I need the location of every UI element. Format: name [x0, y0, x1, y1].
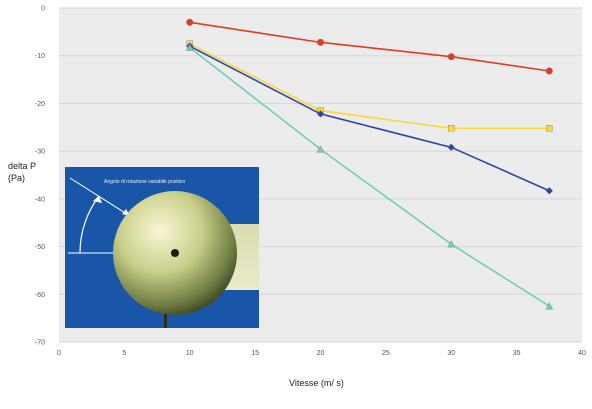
series-line	[189, 21, 550, 72]
data-point	[316, 110, 325, 118]
series-layer	[185, 18, 554, 310]
grid	[59, 7, 582, 343]
data-point	[448, 125, 455, 132]
data-point	[447, 143, 456, 152]
x-tick-label: 30	[447, 350, 455, 357]
x-axis-title: Vitesse (m/ s)	[289, 378, 344, 388]
x-tick-label: 15	[251, 350, 259, 357]
x-tick-label: 25	[382, 350, 390, 357]
series-line	[189, 43, 550, 130]
data-point	[447, 53, 455, 61]
data-point	[316, 145, 325, 153]
y-tick-label: -50	[35, 244, 45, 251]
y-tick-label: -30	[35, 149, 45, 156]
y-tick-label: -70	[35, 340, 45, 347]
data-point	[545, 67, 553, 75]
x-tick-label: 20	[317, 350, 325, 357]
data-point	[546, 125, 553, 132]
y-axis-title: delta P (Pa)	[8, 161, 36, 183]
x-tick-label: 10	[186, 350, 194, 357]
x-tick-label: 5	[122, 350, 126, 357]
series-line	[189, 45, 550, 192]
data-point	[186, 18, 194, 26]
y-tick-label: -20	[35, 101, 45, 108]
y-tick-label: -60	[35, 292, 45, 299]
x-tick-label: 35	[513, 350, 521, 357]
y-tick-label: 0	[41, 6, 45, 13]
inset-support-stem	[164, 314, 167, 328]
series-0	[186, 18, 553, 75]
data-point	[317, 38, 325, 46]
data-point	[545, 302, 554, 310]
y-tick-label: -10	[35, 53, 45, 60]
inset-caption: Angolo di rotazione variabile positivo	[104, 179, 185, 185]
inset-arc-arrowhead	[93, 196, 102, 203]
series-line	[189, 46, 550, 307]
x-tick-label: 0	[57, 350, 61, 357]
inset-pressure-tap	[171, 249, 179, 257]
inset-flow-arrow-line	[69, 177, 131, 217]
data-point	[447, 240, 456, 248]
x-axis: 0 5 10 15 20 25 30 35 40	[57, 350, 586, 357]
y-axis: 0 -10 -20 -30 -40 -50 -60 -70	[35, 6, 45, 347]
inset-image: Angolo di rotazione variabile positivo	[65, 167, 259, 328]
y-tick-label: -40	[35, 196, 45, 203]
data-point	[545, 186, 554, 195]
series-3	[185, 43, 554, 310]
data-point	[185, 43, 194, 51]
x-tick-label: 40	[578, 350, 586, 357]
